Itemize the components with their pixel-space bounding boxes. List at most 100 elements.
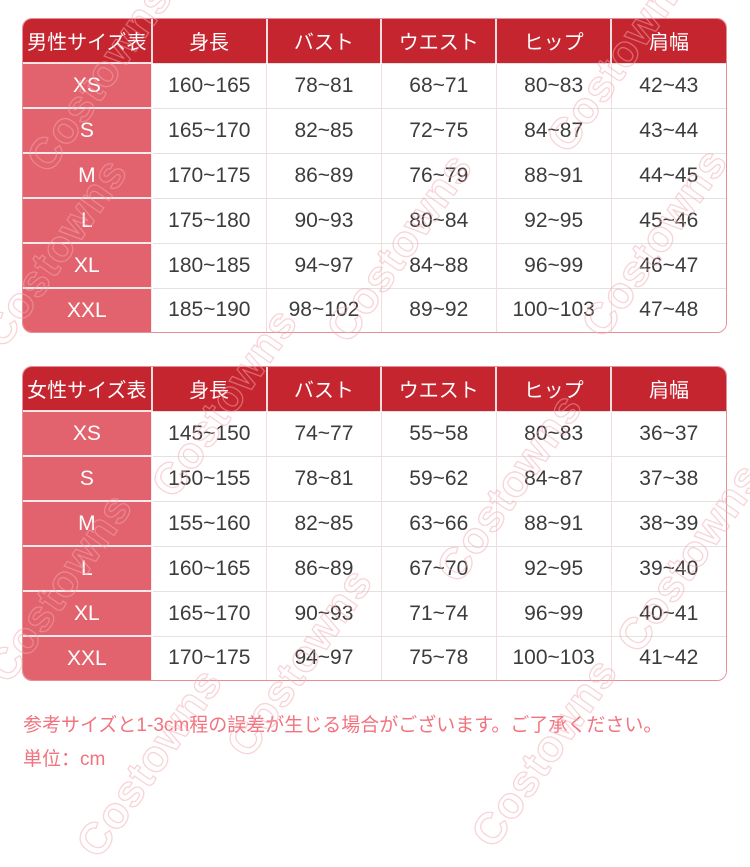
size-value-cell: 44~45 xyxy=(611,152,726,198)
size-value-cell: 88~91 xyxy=(496,500,612,546)
size-value-cell: 96~99 xyxy=(496,590,612,636)
size-value-cell: 82~85 xyxy=(266,500,382,546)
size-value-cell: 165~170 xyxy=(151,590,267,636)
column-header: バスト xyxy=(266,19,383,63)
size-label-cell: XL xyxy=(23,590,153,636)
size-value-cell: 170~175 xyxy=(151,635,267,680)
size-value-cell: 46~47 xyxy=(611,242,726,288)
size-value-cell: 185~190 xyxy=(151,287,267,332)
size-value-cell: 59~62 xyxy=(381,455,497,501)
size-value-cell: 41~42 xyxy=(611,635,726,680)
size-value-cell: 45~46 xyxy=(611,197,726,243)
mens-size-table-wrap: 男性サイズ表 身長 バスト ウエスト ヒップ 肩幅 XS 160~165 78~81 68~71 8… xyxy=(22,18,727,333)
column-header: ヒップ xyxy=(496,367,613,411)
size-value-cell: 38~39 xyxy=(611,500,726,546)
table-row: L 175~180 90~93 80~84 92~95 45~46 xyxy=(23,197,726,243)
size-value-cell: 88~91 xyxy=(496,152,612,198)
size-value-cell: 80~83 xyxy=(496,410,612,456)
column-header: バスト xyxy=(266,367,383,411)
table-row: L 160~165 86~89 67~70 92~95 39~40 xyxy=(23,545,726,591)
size-label-cell: XL xyxy=(23,242,153,288)
size-value-cell: 100~103 xyxy=(496,287,612,332)
mens-size-table: 男性サイズ表 身長 バスト ウエスト ヒップ 肩幅 XS 160~165 78~81 68~71 8… xyxy=(23,19,726,332)
size-label-cell: XS xyxy=(23,410,153,456)
table-row: XL 180~185 94~97 84~88 96~99 46~47 xyxy=(23,242,726,288)
table-row: XS 160~165 78~81 68~71 80~83 42~43 xyxy=(23,62,726,108)
size-value-cell: 84~87 xyxy=(496,455,612,501)
size-value-cell: 86~89 xyxy=(266,152,382,198)
size-value-cell: 80~84 xyxy=(381,197,497,243)
column-header: ウエスト xyxy=(381,367,498,411)
size-value-cell: 78~81 xyxy=(266,455,382,501)
table-title: 男性サイズ表 xyxy=(23,19,153,63)
size-value-cell: 180~185 xyxy=(151,242,267,288)
size-value-cell: 160~165 xyxy=(151,62,267,108)
size-value-cell: 92~95 xyxy=(496,545,612,591)
header-row: 男性サイズ表 身長 バスト ウエスト ヒップ 肩幅 xyxy=(23,19,726,63)
size-value-cell: 72~75 xyxy=(381,107,497,153)
size-value-cell: 160~165 xyxy=(151,545,267,591)
size-label-cell: S xyxy=(23,107,153,153)
size-value-cell: 175~180 xyxy=(151,197,267,243)
size-value-cell: 63~66 xyxy=(381,500,497,546)
size-value-cell: 47~48 xyxy=(611,287,726,332)
table-row: M 155~160 82~85 63~66 88~91 38~39 xyxy=(23,500,726,546)
size-value-cell: 55~58 xyxy=(381,410,497,456)
table-row: XXL 185~190 98~102 89~92 100~103 47~48 xyxy=(23,287,726,332)
size-value-cell: 98~102 xyxy=(266,287,382,332)
table-row: XL 165~170 90~93 71~74 96~99 40~41 xyxy=(23,590,726,636)
column-header: ヒップ xyxy=(496,19,613,63)
table-row: XS 145~150 74~77 55~58 80~83 36~37 xyxy=(23,410,726,456)
size-value-cell: 36~37 xyxy=(611,410,726,456)
table-row: S 165~170 82~85 72~75 84~87 43~44 xyxy=(23,107,726,153)
size-label-cell: M xyxy=(23,152,153,198)
size-value-cell: 100~103 xyxy=(496,635,612,680)
size-label-cell: S xyxy=(23,455,153,501)
size-value-cell: 96~99 xyxy=(496,242,612,288)
column-header: 肩幅 xyxy=(611,19,726,63)
size-value-cell: 71~74 xyxy=(381,590,497,636)
size-value-cell: 84~88 xyxy=(381,242,497,288)
size-label-cell: M xyxy=(23,500,153,546)
size-value-cell: 90~93 xyxy=(266,197,382,243)
size-value-cell: 145~150 xyxy=(151,410,267,456)
size-value-cell: 89~92 xyxy=(381,287,497,332)
womens-size-table: 女性サイズ表 身長 バスト ウエスト ヒップ 肩幅 XS 145~150 74~77 55~58 8… xyxy=(23,367,726,680)
size-value-cell: 43~44 xyxy=(611,107,726,153)
size-value-cell: 150~155 xyxy=(151,455,267,501)
size-label-cell: XXL xyxy=(23,287,153,332)
note-size-tolerance: 参考サイズと1-3cm程の誤差が生じる場合がございます。ご了承ください。 xyxy=(23,715,663,736)
size-value-cell: 40~41 xyxy=(611,590,726,636)
size-value-cell: 42~43 xyxy=(611,62,726,108)
size-value-cell: 74~77 xyxy=(266,410,382,456)
table-row: S 150~155 78~81 59~62 84~87 37~38 xyxy=(23,455,726,501)
size-label-cell: XXL xyxy=(23,635,153,680)
size-value-cell: 155~160 xyxy=(151,500,267,546)
womens-size-table-wrap: 女性サイズ表 身長 バスト ウエスト ヒップ 肩幅 XS 145~150 74~77 55~58 8… xyxy=(22,366,727,681)
column-header: 肩幅 xyxy=(611,367,726,411)
column-header: 身長 xyxy=(151,367,268,411)
column-header: 身長 xyxy=(151,19,268,63)
size-label-cell: L xyxy=(23,545,153,591)
size-value-cell: 170~175 xyxy=(151,152,267,198)
size-label-cell: L xyxy=(23,197,153,243)
size-value-cell: 75~78 xyxy=(381,635,497,680)
size-value-cell: 94~97 xyxy=(266,242,382,288)
size-value-cell: 37~38 xyxy=(611,455,726,501)
size-value-cell: 76~79 xyxy=(381,152,497,198)
size-value-cell: 39~40 xyxy=(611,545,726,591)
size-value-cell: 78~81 xyxy=(266,62,382,108)
size-value-cell: 80~83 xyxy=(496,62,612,108)
size-label-cell: XS xyxy=(23,62,153,108)
column-header: ウエスト xyxy=(381,19,498,63)
size-value-cell: 165~170 xyxy=(151,107,267,153)
size-value-cell: 67~70 xyxy=(381,545,497,591)
header-row: 女性サイズ表 身長 バスト ウエスト ヒップ 肩幅 xyxy=(23,367,726,411)
table-row: M 170~175 86~89 76~79 88~91 44~45 xyxy=(23,152,726,198)
size-value-cell: 92~95 xyxy=(496,197,612,243)
note-unit: 単位：cm xyxy=(23,748,106,770)
size-value-cell: 94~97 xyxy=(266,635,382,680)
size-value-cell: 84~87 xyxy=(496,107,612,153)
size-value-cell: 82~85 xyxy=(266,107,382,153)
table-title: 女性サイズ表 xyxy=(23,367,153,411)
